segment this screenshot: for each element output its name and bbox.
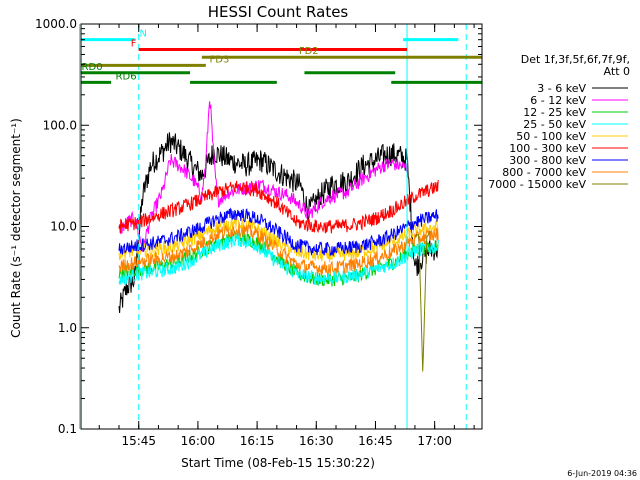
flags-group: NF FD2 FD3 RD0 RD6 — [79, 24, 482, 429]
y-tick-label: 10.0 — [50, 220, 77, 234]
y-tick-label: 1000.0 — [35, 17, 77, 31]
x-tick-label: 17:00 — [417, 434, 452, 448]
x-tick-label: 16:00 — [181, 434, 216, 448]
axes-group: 0.1 1.0 10.0 100.0 1000.0 15:45 16:00 16:15 16:3… — [35, 17, 482, 448]
legend-entry-label: 300 - 800 keV — [509, 154, 586, 167]
series-line — [118, 101, 408, 252]
series-line — [118, 179, 439, 234]
series-line — [118, 132, 439, 314]
series-line — [414, 231, 431, 372]
legend-entry-label: 800 - 7000 keV — [502, 166, 586, 179]
chart-title: HESSI Count Rates — [208, 3, 349, 21]
footer-timestamp: 6-Jun-2019 04:36 — [567, 469, 637, 478]
y-tick-label: 0.1 — [58, 422, 77, 436]
legend-title-line-2: Att 0 — [603, 65, 630, 78]
x-tick-label: 15:45 — [121, 434, 156, 448]
legend-title: Det 1f,3f,5f,6f,7f,9f, Att 0 — [494, 54, 630, 78]
legend-title-line-1: Det 1f,3f,5f,6f,7f,9f, — [520, 53, 630, 66]
legend-entry-label: 7000 - 15000 keV — [488, 178, 586, 191]
legend-entry-label: 6 - 12 keV — [530, 94, 586, 107]
legend-entry-label: 25 - 50 keV — [523, 118, 586, 131]
flag-label: F — [131, 38, 137, 49]
x-tick-label: 16:15 — [240, 434, 275, 448]
series-line — [118, 207, 439, 258]
legend-entry-label: 100 - 300 keV — [509, 142, 586, 155]
x-tick-label: 16:30 — [299, 434, 334, 448]
flag-label: RD0 — [82, 62, 103, 73]
flag-label: FD2 — [299, 46, 319, 57]
y-axis-label: Count Rate (s⁻¹ detector segment⁻¹) — [9, 118, 23, 338]
x-tick-label: 16:45 — [358, 434, 393, 448]
flag-label: FD3 — [210, 54, 230, 65]
y-tick-label: 100.0 — [43, 118, 77, 132]
series-group — [118, 101, 439, 372]
x-axis-label: Start Time (08-Feb-15 15:30:22) — [181, 456, 375, 470]
legend-entry-label: 50 - 100 keV — [516, 130, 586, 143]
flag-label: N — [140, 29, 147, 40]
y-tick-label: 1.0 — [58, 321, 77, 335]
series-line — [118, 222, 439, 275]
flag-label: RD6 — [116, 71, 137, 82]
legend-entry-label: 12 - 25 keV — [523, 106, 586, 119]
legend-entry-label: 3 - 6 keV — [537, 82, 586, 95]
